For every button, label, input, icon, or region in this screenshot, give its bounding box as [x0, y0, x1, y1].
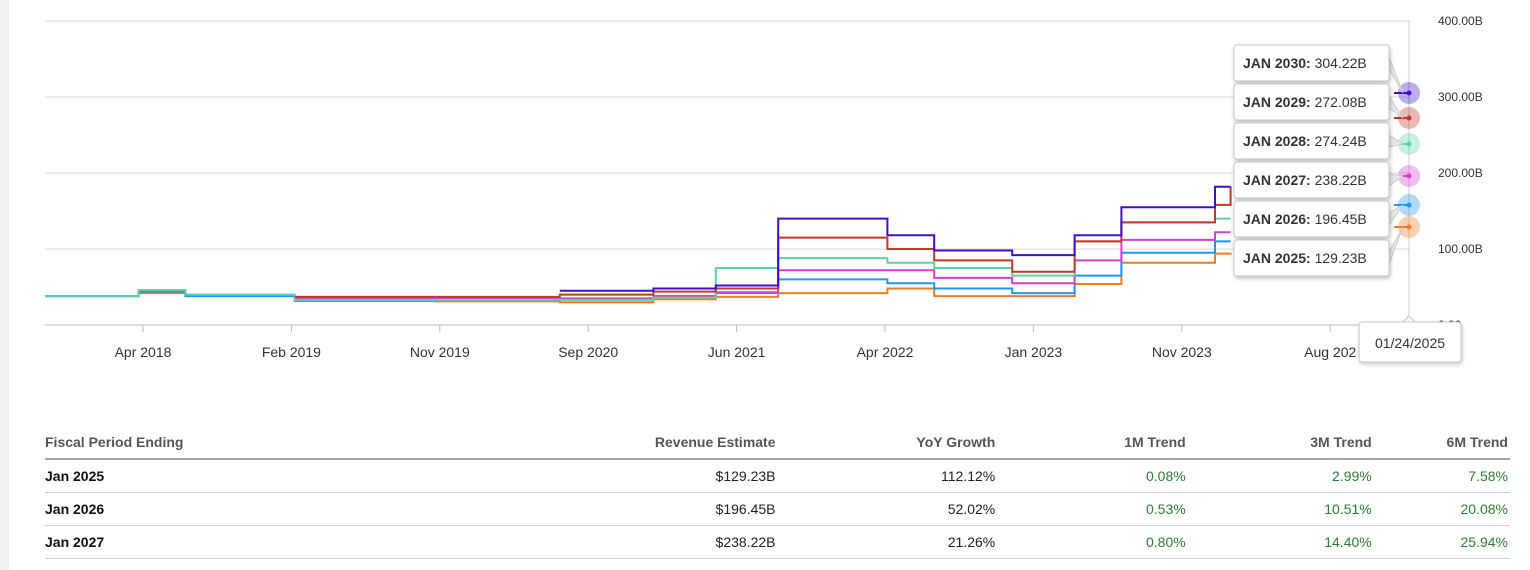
tooltip-period: JAN 2029: [1243, 94, 1311, 110]
cell-revenue: $129.23B [631, 459, 778, 493]
cell-period: Jan 2027 [45, 525, 631, 559]
cell-yoy: 52.02% [777, 492, 998, 526]
series-tooltip-text: JAN 2027: 238.22B [1243, 172, 1367, 188]
crosshair-date-box [1358, 321, 1462, 363]
x-tick-label: Aug 202 [1304, 344, 1356, 360]
series-line [294, 186, 1232, 298]
tooltip-period: JAN 2030: [1243, 55, 1311, 71]
series-marker-dot [1406, 115, 1412, 121]
table-row: Jan 2026 $196.45B 52.02% 0.53% 10.51% 20… [45, 492, 1510, 526]
x-tick-label: Feb 2019 [262, 344, 321, 360]
cell-6m-trend: 25.94% [1373, 525, 1510, 559]
series-line [294, 231, 1231, 300]
cell-1m-trend: 0.80% [997, 525, 1188, 559]
x-tick-label: Apr 2022 [857, 344, 914, 360]
series-line [559, 185, 1231, 292]
left-border [0, 0, 9, 570]
header-6m-trend[interactable]: 6M Trend [1373, 425, 1510, 460]
tooltip-period: JAN 2028: [1243, 133, 1311, 149]
tooltip-pointer [1388, 226, 1404, 265]
header-3m-trend[interactable]: 3M Trend [1187, 425, 1374, 460]
series-marker-dot [1406, 173, 1412, 179]
header-yoy-growth[interactable]: YoY Growth [777, 425, 998, 460]
tooltip-value: 272.08B [1311, 94, 1367, 110]
x-tick-label: Jun 2021 [708, 344, 766, 360]
tooltip-value: 304.22B [1311, 55, 1367, 71]
y-tick-label: 100.00B [1438, 242, 1483, 256]
tooltip-value: 238.22B [1311, 172, 1367, 188]
table-row: Jan 2025 $129.23B 112.12% 0.08% 2.99% 7.… [45, 459, 1510, 493]
series-tooltip [1233, 83, 1390, 121]
table-row: Jan 2027 $238.22B 21.26% 0.80% 14.40% 25… [45, 525, 1510, 559]
header-1m-trend[interactable]: 1M Trend [997, 425, 1188, 460]
series-tooltip-text: JAN 2026: 196.45B [1243, 211, 1367, 227]
cell-1m-trend: 0.53% [997, 492, 1188, 526]
series-tooltip [1233, 200, 1390, 238]
series-tooltip-text: JAN 2025: 129.23B [1243, 250, 1367, 266]
series-tooltip [1233, 44, 1390, 82]
cell-yoy: 21.26% [777, 525, 998, 559]
cell-3m-trend: 2.99% [1187, 459, 1374, 493]
cell-6m-trend: 7.58% [1373, 459, 1510, 493]
cell-period: Jan 2025 [45, 459, 631, 493]
x-tick-label: Sep 2020 [558, 344, 618, 360]
cell-3m-trend: 14.40% [1187, 525, 1374, 559]
cell-3m-trend: 10.51% [1187, 492, 1374, 526]
tooltip-period: JAN 2025: [1243, 250, 1311, 266]
tooltip-value: 196.45B [1311, 211, 1367, 227]
series-tooltip [1233, 239, 1390, 277]
cell-yoy: 112.12% [777, 459, 998, 493]
tooltip-pointer [1388, 56, 1404, 94]
y-tick-label: 400.00B [1438, 14, 1483, 28]
cell-period: Jan 2026 [45, 492, 631, 526]
x-tick-label: Nov 2023 [1152, 344, 1212, 360]
x-tick-label: Apr 2018 [115, 344, 172, 360]
cell-revenue: $196.45B [631, 492, 778, 526]
header-revenue-estimate[interactable]: Revenue Estimate [631, 425, 778, 460]
series-marker-dot [1406, 224, 1412, 230]
date-label-pointer [1401, 315, 1417, 323]
tooltip-period: JAN 2026: [1243, 211, 1311, 227]
tooltip-value: 274.24B [1311, 133, 1367, 149]
series-tooltip-text: JAN 2028: 274.24B [1243, 133, 1367, 149]
series-marker-dot [1406, 202, 1412, 208]
x-tick-label: Nov 2019 [410, 344, 470, 360]
cell-6m-trend: 20.08% [1373, 492, 1510, 526]
cell-revenue: $238.22B [631, 525, 778, 559]
series-marker-dot [1406, 141, 1412, 147]
estimates-table: Fiscal Period Ending Revenue Estimate Yo… [45, 425, 1510, 559]
table-header-row: Fiscal Period Ending Revenue Estimate Yo… [45, 425, 1510, 460]
tooltip-value: 129.23B [1311, 250, 1367, 266]
series-tooltip-text: JAN 2029: 272.08B [1243, 94, 1367, 110]
series-marker-dot [1406, 90, 1412, 96]
series-tooltip [1233, 161, 1390, 199]
y-tick-label: 300.00B [1438, 90, 1483, 104]
series-tooltip [1233, 122, 1390, 160]
y-tick-label: 200.00B [1438, 166, 1483, 180]
crosshair-date-label: 01/24/2025 [1375, 335, 1445, 351]
series-tooltip-text: JAN 2030: 304.22B [1243, 55, 1367, 71]
series-line [45, 217, 1231, 301]
header-fiscal-period[interactable]: Fiscal Period Ending [45, 425, 631, 460]
tooltip-period: JAN 2027: [1243, 172, 1311, 188]
x-tick-label: Jan 2023 [1005, 344, 1063, 360]
cell-1m-trend: 0.08% [997, 459, 1188, 493]
